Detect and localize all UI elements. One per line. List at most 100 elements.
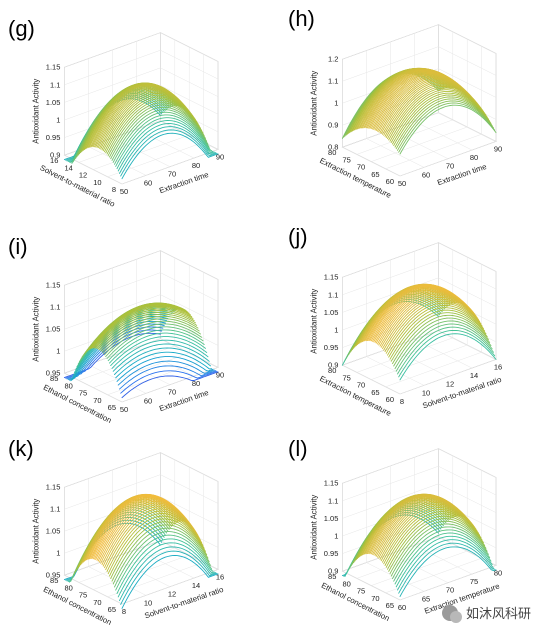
surface-line	[91, 304, 189, 349]
surface-line	[377, 500, 474, 558]
surface-line	[121, 555, 219, 609]
y-gridline	[342, 448, 439, 572]
y-gridline	[399, 477, 497, 601]
z-axis-label: Antioxidant Activity	[309, 71, 318, 136]
panel-label: (k)	[8, 436, 34, 461]
y-tick-label: 85	[50, 576, 58, 585]
x-tick-label: 80	[192, 161, 200, 170]
x-axis-label: Extraction time	[158, 388, 210, 413]
surface-line	[102, 94, 200, 152]
surface-line	[388, 87, 486, 141]
surface-line	[117, 123, 215, 172]
z-tick-label: 1.1	[50, 505, 60, 514]
x-tick-label: 70	[446, 162, 454, 171]
surface-line	[377, 290, 474, 345]
surface-line	[68, 320, 166, 381]
x-tick-label: 70	[446, 586, 454, 595]
panel-label: (h)	[288, 6, 315, 31]
surface-line	[100, 502, 198, 564]
surface-line	[392, 526, 489, 580]
surface-line	[116, 538, 214, 594]
surface-line	[101, 315, 199, 353]
surface-line	[101, 504, 199, 566]
x-tick-label: 90	[494, 144, 502, 153]
surface-line	[375, 289, 473, 344]
surface-line	[115, 534, 213, 591]
z-gridline	[64, 272, 219, 308]
surface-line	[99, 90, 196, 149]
surface-line	[387, 515, 484, 570]
y-tick-label: 14	[64, 163, 72, 172]
surface-line	[398, 542, 496, 594]
z-gridline	[342, 24, 497, 60]
chart-panel-i: (i) 0.95 1 1.05 1.1 1.15 Antioxidant Activity 5…	[8, 234, 224, 425]
surface-line	[110, 336, 208, 367]
surface-line	[398, 329, 496, 378]
surface-line	[99, 311, 196, 351]
y-tick-label: 70	[357, 381, 365, 390]
z-tick-label: 1.1	[50, 303, 60, 312]
y-tick-label: 75	[342, 373, 350, 382]
x-tick-label: 70	[168, 388, 176, 397]
surface-line	[120, 550, 218, 605]
surface-line	[120, 370, 218, 394]
surface-line	[393, 529, 491, 582]
panel-label: (i)	[8, 234, 28, 259]
surface-line	[105, 98, 203, 154]
z-tick-label: 1	[56, 116, 60, 125]
z-tick-label: 1.05	[324, 308, 339, 317]
z-tick-label: 0.9	[50, 151, 60, 160]
x-axis-label: Solvent-to-material ratio	[421, 375, 503, 411]
surface-line	[101, 93, 199, 151]
surface-line	[104, 96, 201, 153]
surface-line	[384, 300, 482, 353]
surface-line	[393, 94, 491, 146]
y-gridline	[356, 249, 454, 373]
wechat-icon-bubble	[450, 611, 462, 623]
surface-line	[114, 114, 211, 165]
z-axis-label: Antioxidant Activity	[309, 289, 318, 354]
watermark: 如沐风科研	[442, 605, 531, 623]
y-tick-label: 80	[328, 148, 336, 157]
chart-panel-l: (l) 0.9 0.95 1 1.05 1.1 1.15 Antioxidant Activi…	[288, 436, 502, 623]
surface-line	[90, 303, 188, 350]
y-tick-label: 75	[79, 389, 87, 398]
z-tick-label: 1.2	[328, 55, 338, 64]
surface-line	[383, 509, 481, 565]
surface-line	[380, 505, 478, 562]
surface-line	[106, 326, 204, 359]
surface-line	[399, 546, 497, 597]
z-tick-label: 0.95	[46, 369, 61, 378]
y-tick-label: 70	[93, 396, 101, 405]
y-axis-label: Extraction temperature	[318, 156, 392, 200]
surface-line	[100, 313, 198, 352]
chart-panel-h: (h) 0.8 0.9 1 1.1 1.2 Antioxidant Activity 50 60…	[288, 6, 502, 200]
z-gridline	[64, 49, 219, 86]
z-tick-label: 1.1	[328, 496, 338, 505]
surface-line	[388, 307, 486, 358]
surface-line	[387, 304, 484, 356]
x-tick-label: 90	[216, 370, 224, 379]
z-tick-label: 0.8	[328, 143, 338, 152]
y-tick-label: 60	[386, 177, 394, 186]
surface-line	[397, 539, 494, 591]
surface-line	[107, 515, 205, 575]
surface-line	[114, 347, 211, 375]
surface-line	[95, 307, 193, 349]
z-tick-label: 0.95	[324, 343, 339, 352]
y-tick-label: 70	[371, 594, 379, 603]
surface-line	[392, 92, 489, 145]
surface-line	[114, 531, 211, 588]
y-tick-label: 70	[93, 598, 101, 607]
y-tick-label: 12	[79, 171, 87, 180]
surface-line	[398, 102, 496, 153]
y-tick-label: 80	[64, 381, 72, 390]
surface-line	[390, 312, 488, 362]
surface-line	[382, 296, 479, 350]
surface-line	[111, 339, 209, 369]
surface-line	[105, 323, 203, 358]
x-tick-label: 14	[192, 581, 200, 590]
z-gridline	[64, 452, 219, 488]
panel-label: (g)	[8, 16, 35, 41]
